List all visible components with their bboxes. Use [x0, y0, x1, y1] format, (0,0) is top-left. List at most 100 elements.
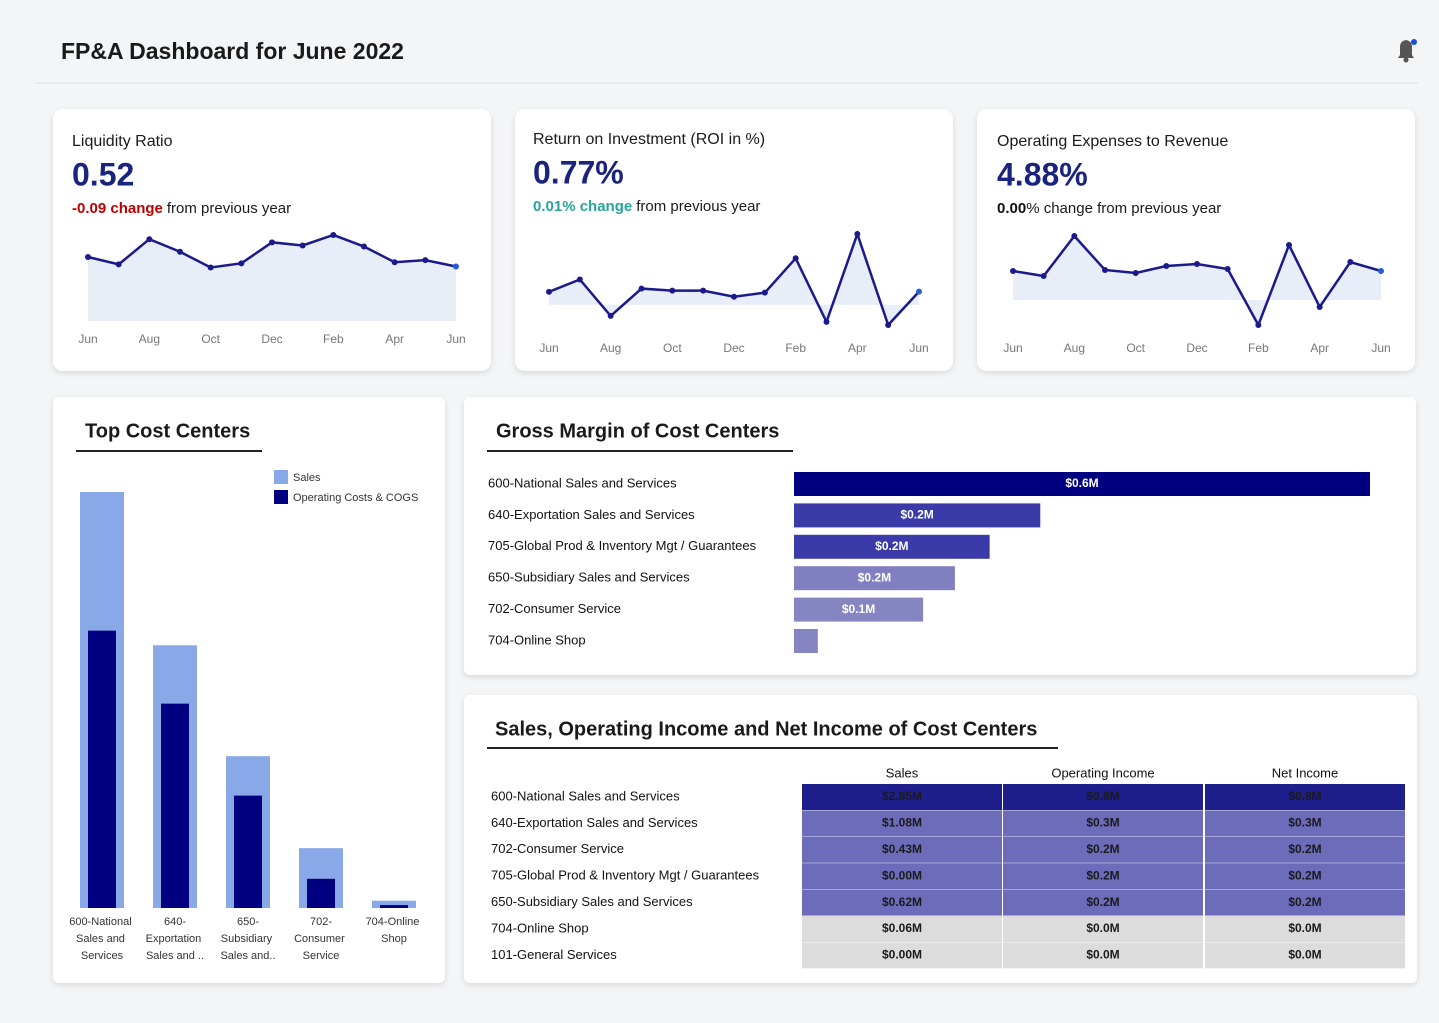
row-label: 702-Consumer Service: [488, 601, 621, 616]
cell-value: $0.00M: [882, 868, 922, 882]
column-header: Net Income: [1272, 765, 1338, 780]
kpi-change: -0.09 change: [72, 200, 163, 217]
cell-value: $0.0M: [1086, 921, 1119, 935]
x-tick-label: Feb: [1248, 341, 1269, 355]
chart-card: [53, 397, 445, 983]
label-line: Subsidiary: [221, 933, 275, 945]
x-tick-label: Feb: [785, 341, 806, 355]
kpi-title: Liquidity Ratio: [72, 133, 173, 150]
table-cell: [802, 836, 1002, 863]
x-tick-label: Aug: [1064, 341, 1085, 355]
sparkline-point: [638, 285, 645, 292]
label-line: Consumer: [294, 933, 348, 945]
kpi-change-line: 0.01% change from previous year: [533, 198, 760, 215]
table-cell: [802, 916, 1002, 942]
sparkline-point: [269, 239, 275, 246]
sparkline-point: [177, 248, 183, 255]
sparkline-point: [1071, 233, 1078, 239]
row-label: 650-Subsidiary Sales and Services: [488, 570, 690, 585]
table-cell: [1003, 784, 1203, 810]
bell-clapper: [1403, 57, 1409, 63]
kpi-change-line: 0.00% change from previous year: [997, 200, 1221, 217]
sparkline-point: [1102, 266, 1108, 273]
page-title: FP&A Dashboard for June 2022: [61, 38, 404, 64]
notification-bell[interactable]: [1398, 39, 1417, 63]
table-cell: [1003, 836, 1203, 863]
table-cell: [1003, 916, 1203, 942]
kpi-change-text: from previous year: [636, 198, 760, 215]
cell-value: $0.0M: [1288, 921, 1321, 935]
label-line: Service: [303, 950, 340, 962]
bar: [380, 905, 408, 908]
label-line: Services: [81, 950, 124, 962]
cell-value: $0.2M: [1086, 895, 1119, 909]
sparkline-area: [1013, 236, 1381, 325]
cell-value: $0.8M: [1086, 789, 1119, 803]
sparkline-point: [700, 287, 707, 294]
kpi-change-line: -0.09 change from previous year: [72, 200, 291, 217]
x-tick-label: Jun: [909, 341, 928, 355]
bar-value-label: $0.2M: [858, 570, 891, 584]
kpi-card: [515, 109, 953, 371]
row-label: 704-Online Shop: [488, 632, 586, 647]
label-line: Sales and ..: [146, 950, 204, 962]
x-tick-label: Oct: [1126, 341, 1145, 355]
x-tick-label: Apr: [385, 332, 404, 346]
x-tick-label: Jun: [1371, 341, 1390, 355]
x-tick-label: 704-Online Shop: [366, 916, 423, 945]
x-tick-label: Apr: [1310, 341, 1329, 355]
row-label: 705-Global Prod & Inventory Mgt / Guaran…: [491, 868, 760, 883]
cell-value: $0.2M: [1288, 842, 1321, 856]
cell-value: $0.62M: [882, 895, 922, 909]
kpi-change: 0.00: [997, 200, 1026, 217]
cell-value: $0.3M: [1086, 816, 1119, 830]
x-tick-label: Jun: [1003, 341, 1022, 355]
table-cell: [1205, 889, 1405, 916]
bar: [88, 630, 116, 908]
legend-swatch: [274, 490, 288, 504]
sparkline-point: [607, 312, 614, 319]
table-cell: [802, 889, 1002, 916]
table-cell: [802, 942, 1002, 969]
table-cell: [1003, 942, 1203, 969]
label-line: 640-: [164, 916, 186, 928]
table-title: Sales, Operating Income and Net Income o…: [495, 718, 1037, 740]
kpi-change: 0.01% change: [533, 198, 632, 215]
x-tick-label: Aug: [600, 341, 621, 355]
cell-value: $0.0M: [1288, 948, 1321, 962]
cell-value: $0.06M: [882, 921, 922, 935]
row-label: 650-Subsidiary Sales and Services: [491, 894, 693, 909]
x-tick-label: 650- Subsidiary Sales and..: [220, 916, 275, 962]
table-cell: [1003, 863, 1203, 890]
sparkline-point: [885, 322, 892, 328]
sparkline-point: [731, 293, 737, 300]
cell-value: $0.2M: [1086, 868, 1119, 882]
sparkline-point: [1378, 267, 1384, 274]
table-cell: [802, 863, 1002, 890]
bar: [794, 472, 1370, 496]
sparkline-point: [1255, 322, 1262, 328]
bell-icon: [1398, 40, 1414, 58]
sparkline-point: [1194, 260, 1200, 267]
x-tick-label: Jun: [446, 332, 465, 346]
sparkline-point: [391, 259, 398, 266]
kpi-value: 0.52: [72, 156, 134, 192]
row-label: 640-Exportation Sales and Services: [491, 815, 698, 830]
sparkline-area: [549, 234, 919, 325]
sparkline-point: [238, 260, 245, 267]
x-tick-label: Jun: [78, 332, 97, 346]
column-header: Sales: [886, 765, 919, 780]
notification-dot: [1411, 39, 1417, 45]
cell-value: $0.2M: [1288, 868, 1321, 882]
cell-value: $0.2M: [1086, 842, 1119, 856]
cell-value: $0.8M: [1288, 789, 1321, 803]
legend-swatch: [274, 470, 288, 484]
sparkline-point: [453, 263, 459, 270]
sparkline-point: [546, 288, 552, 295]
sparkline-point: [1286, 242, 1292, 249]
row-label: 702-Consumer Service: [491, 841, 624, 856]
kpi-title: Return on Investment (ROI in %): [533, 131, 765, 148]
table-cell: [1205, 784, 1405, 810]
